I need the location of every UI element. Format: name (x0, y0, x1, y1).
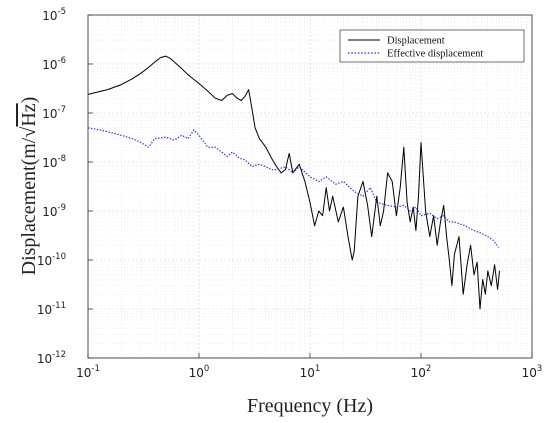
series-layer (87, 55, 500, 310)
x-tick-label: 101 (300, 364, 321, 380)
x-tick-label: 102 (411, 364, 432, 380)
legend-box (339, 29, 525, 63)
legend-label-displacement: Displacement (387, 36, 445, 47)
series-line-effective-displacement (87, 127, 500, 248)
y-axis-title-main: Displacement (18, 165, 40, 275)
grid (87, 15, 532, 359)
svg-text:Displacement(m/√Hz): Displacement(m/√Hz) (18, 97, 40, 276)
y-tick-label: 10-11 (37, 301, 66, 317)
tick-labels: 10-1 100 101 102 103 10-5 10-6 10-7 10-8 10-9 10-1… (37, 7, 543, 380)
y-tick-label: 10-10 (37, 252, 66, 268)
y-axis-title: Displacement(m/√Hz) (18, 97, 40, 276)
y-axis-title-prefix: (m/ (18, 137, 40, 165)
x-tick-label: 103 (522, 364, 543, 380)
y-tick-label: 10-12 (37, 350, 66, 366)
y-tick-label: 10-5 (42, 7, 66, 23)
y-axis-title-suffix: ) (18, 97, 40, 104)
legend: Displacement Effective displacement (339, 29, 525, 63)
x-axis-title: Frequency (Hz) (247, 395, 373, 417)
y-axis-title-root-symbol: √ (18, 127, 40, 138)
y-tick-label: 10-7 (42, 105, 66, 121)
y-tick-label: 10-8 (42, 154, 66, 170)
x-tick-label: 10-1 (76, 364, 100, 380)
y-axis-title-root: Hz (18, 103, 40, 126)
x-tick-label: 100 (189, 364, 210, 380)
y-tick-label: 10-9 (42, 203, 66, 219)
y-tick-label: 10-6 (42, 56, 66, 72)
series-line-displacement (87, 55, 500, 310)
legend-label-effective: Effective displacement (387, 49, 483, 60)
